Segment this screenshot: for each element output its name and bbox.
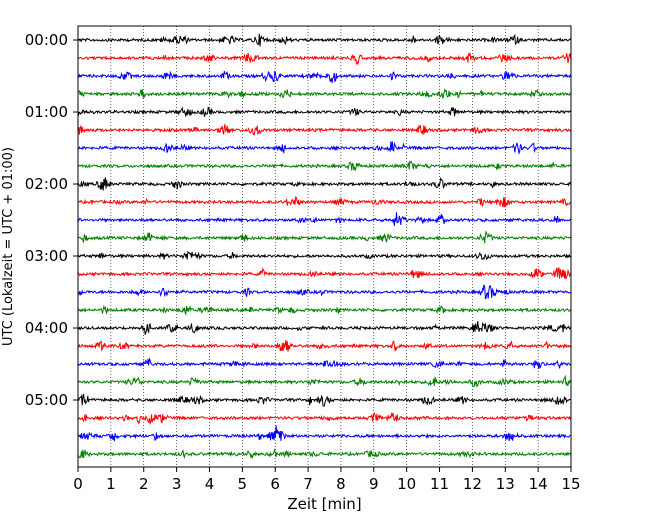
- x-tick-label: 11: [430, 475, 449, 493]
- seismogram-trace: [77, 87, 572, 99]
- x-tick-label: 15: [561, 475, 580, 493]
- seismogram-trace: [77, 124, 572, 136]
- seismogram-trace: [77, 250, 571, 261]
- seismogram-trace: [77, 141, 572, 155]
- seismogram-trace: [77, 447, 572, 460]
- plot-frame: [77, 25, 572, 468]
- x-axis: 0 1 2 3 4 5 6 7 8 9 10 11 12 13 14 15: [73, 467, 581, 493]
- seismogram-trace: [77, 266, 572, 280]
- seismogram-trace: [77, 106, 571, 118]
- y-tick-label: 01:00: [25, 103, 68, 121]
- seismogram-trace: [77, 374, 572, 388]
- x-tick-label: 0: [73, 475, 83, 493]
- y-tick-label: 04:00: [25, 319, 68, 337]
- seismogram-trace: [77, 52, 572, 66]
- seismogram-trace: [77, 33, 572, 47]
- x-axis-label: Zeit [min]: [287, 495, 361, 513]
- x-tick-label: 5: [238, 475, 248, 493]
- seismogram-trace: [77, 160, 572, 172]
- seismogram-trace: [77, 304, 571, 316]
- seismogram-trace: [77, 212, 571, 226]
- seismogram-trace: [77, 393, 571, 407]
- seismogram-trace: [77, 177, 572, 191]
- seismogram-trace: [77, 321, 572, 335]
- x-tick-label: 10: [397, 475, 416, 493]
- x-tick-label: 7: [303, 475, 313, 493]
- x-tick-label: 14: [529, 475, 548, 493]
- seismogram-trace: [77, 70, 572, 84]
- seismogram-trace: [77, 425, 571, 442]
- y-axis-label: UTC (Lokalzeit = UTC + 01:00): [1, 147, 16, 346]
- x-tick-label: 8: [336, 475, 346, 493]
- y-tick-label: 05:00: [25, 391, 68, 409]
- x-tick-label: 2: [139, 475, 149, 493]
- x-tick-label: 1: [106, 475, 116, 493]
- x-tick-label: 13: [496, 475, 515, 493]
- x-tick-label: 3: [172, 475, 182, 493]
- x-tick-label: 9: [369, 475, 379, 493]
- y-tick-label: 02:00: [25, 175, 68, 193]
- seismogram-trace: [77, 357, 572, 369]
- seismogram-traces: [77, 33, 572, 460]
- seismogram-trace: [77, 230, 572, 244]
- y-tick-label: 00:00: [25, 31, 68, 49]
- seismogram-trace: [77, 411, 572, 426]
- y-tick-label: 03:00: [25, 247, 68, 265]
- x-tick-label: 6: [270, 475, 280, 493]
- seismogram-trace: [77, 339, 571, 352]
- seismogram-trace: [77, 195, 571, 208]
- x-tick-label: 4: [205, 475, 215, 493]
- seismogram-trace: [77, 284, 571, 300]
- y-axis: 00:00 01:00 02:00 03:00 04:00 05:00: [25, 31, 78, 409]
- x-tick-label: 12: [463, 475, 482, 493]
